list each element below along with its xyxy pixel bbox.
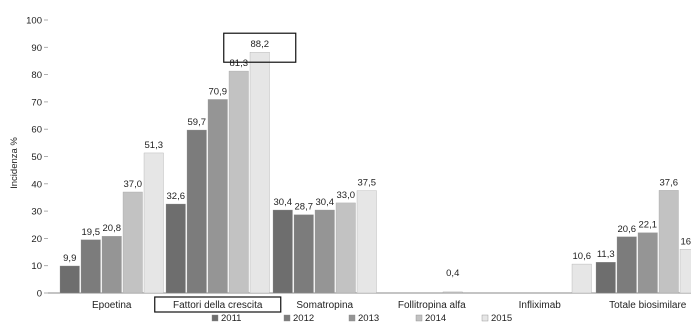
legend-label: 2013 bbox=[358, 313, 379, 324]
data-label: 22,1 bbox=[639, 220, 658, 231]
category-label: Fattori della crescita bbox=[173, 300, 263, 311]
y-tick-label: 40 bbox=[31, 179, 42, 190]
data-label: 37,0 bbox=[124, 179, 143, 190]
y-tick-label: 100 bbox=[26, 16, 42, 27]
data-label: 19,5 bbox=[82, 227, 101, 238]
bar-2013-1 bbox=[207, 99, 228, 294]
data-label: 51,3 bbox=[145, 140, 164, 151]
category-label: Somatropina bbox=[296, 300, 353, 311]
bar-2015-5 bbox=[679, 249, 691, 294]
data-label: 28,7 bbox=[295, 202, 314, 213]
bar-2012-2 bbox=[293, 214, 314, 294]
bar-2011-0 bbox=[59, 265, 80, 294]
category-label: Totale biosimilare bbox=[609, 300, 687, 311]
y-tick-label: 0 bbox=[37, 289, 42, 300]
legend-swatch bbox=[415, 314, 423, 322]
bar-2014-3 bbox=[442, 291, 463, 294]
data-label: 37,5 bbox=[358, 178, 377, 189]
bar-2015-1 bbox=[249, 52, 270, 294]
data-label: 32,6 bbox=[167, 191, 186, 202]
data-label: 20,8 bbox=[103, 223, 122, 234]
bar-2015-0 bbox=[143, 152, 164, 294]
bars bbox=[59, 52, 691, 294]
bar-2014-2 bbox=[335, 202, 356, 294]
data-label: 0,4 bbox=[446, 268, 459, 279]
legend-label: 2011 bbox=[221, 313, 241, 324]
data-label: 10,6 bbox=[573, 251, 592, 262]
data-label: 70,9 bbox=[209, 86, 228, 97]
y-axis-label: Incidenza % bbox=[9, 137, 20, 189]
y-tick-label: 60 bbox=[31, 125, 42, 136]
bar-2014-0 bbox=[122, 191, 143, 294]
y-tick-label: 80 bbox=[31, 70, 42, 81]
legend-label: 2015 bbox=[491, 313, 512, 324]
bar-2011-2 bbox=[272, 209, 293, 294]
bar-2013-0 bbox=[101, 236, 122, 294]
legend-swatch bbox=[283, 314, 291, 322]
bar-2014-5 bbox=[658, 190, 679, 294]
bar-2011-5 bbox=[595, 262, 616, 294]
data-label: 20,6 bbox=[618, 224, 637, 235]
bar-2013-5 bbox=[637, 232, 658, 294]
value-highlight-box bbox=[223, 32, 297, 63]
bar-2013-2 bbox=[314, 209, 335, 294]
legend-label: 2014 bbox=[425, 313, 446, 324]
legend-swatch bbox=[211, 314, 219, 322]
legend-swatch bbox=[348, 314, 356, 322]
y-tick-label: 90 bbox=[31, 43, 42, 54]
y-tick-label: 10 bbox=[31, 261, 42, 272]
legend: 2011 2012 2013 2014 2015 bbox=[211, 313, 512, 324]
legend-swatch bbox=[481, 314, 489, 322]
y-tick-label: 50 bbox=[31, 152, 42, 163]
category-label: Infliximab bbox=[519, 300, 562, 311]
bar-2014-1 bbox=[228, 70, 249, 294]
y-axis-ticks: 0 10 20 30 40 50 60 70 80 90 100 bbox=[26, 16, 48, 300]
data-label: 81,3 bbox=[230, 58, 249, 69]
data-label: 33,0 bbox=[337, 190, 356, 201]
data-label: 9,9 bbox=[63, 253, 76, 264]
bar-2011-1 bbox=[165, 203, 186, 294]
bar-2012-1 bbox=[186, 129, 207, 294]
category-labels: Epoetina Fattori della crescita Somatropin… bbox=[92, 296, 687, 313]
data-label: 30,4 bbox=[274, 197, 293, 208]
data-label: 88,2 bbox=[251, 39, 270, 50]
legend-label: 2012 bbox=[293, 313, 314, 324]
bar-2015-2 bbox=[356, 190, 377, 294]
y-tick-label: 30 bbox=[31, 207, 42, 218]
data-label: 30,4 bbox=[316, 197, 335, 208]
bar-2012-0 bbox=[80, 239, 101, 294]
data-label: 11,3 bbox=[597, 249, 615, 260]
y-tick-label: 20 bbox=[31, 234, 42, 245]
data-label: 37,6 bbox=[660, 177, 679, 188]
bar-2012-5 bbox=[616, 236, 637, 294]
category-label: Epoetina bbox=[92, 300, 132, 311]
data-label: 16,0 bbox=[681, 236, 691, 247]
data-labels: 9,9 32,6 30,4 11,3 19,5 59,7 28,7 20,6 20,8 70,9 3… bbox=[63, 32, 691, 279]
data-label: 59,7 bbox=[188, 117, 207, 128]
y-tick-label: 70 bbox=[31, 97, 42, 108]
category-highlight-box bbox=[154, 296, 282, 313]
bar-2015-4 bbox=[571, 263, 592, 294]
category-label: Follitropina alfa bbox=[398, 300, 466, 311]
